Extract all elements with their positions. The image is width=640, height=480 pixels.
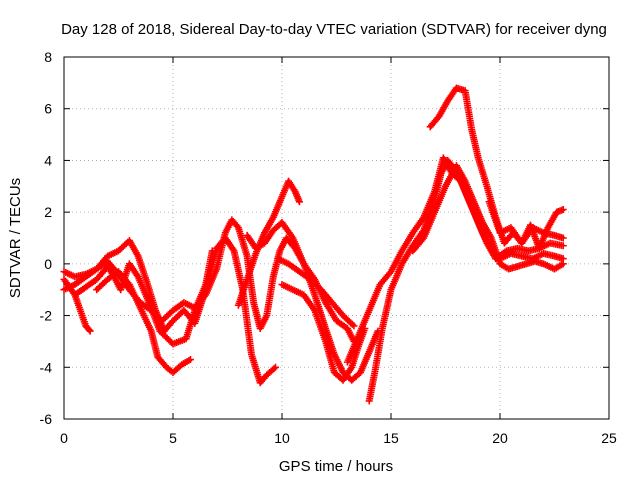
x-tick-label: 20 [492,430,508,446]
series-sat-track-9 [274,255,358,330]
series-sat-track-3 [60,275,94,335]
y-tick-label: 4 [44,152,52,168]
x-tick-label: 0 [60,430,68,446]
series-sat-track-14 [485,198,567,247]
x-axis-label: GPS time / hours [279,458,393,475]
data-point [295,198,303,206]
series-sat-track-7 [243,218,382,384]
x-tick-label: 5 [169,430,177,446]
data-point [350,322,358,330]
y-tick-label: 6 [44,101,52,117]
x-tick-label: 15 [383,430,399,446]
series-sat-track-2 [60,234,279,387]
data-point [559,206,567,214]
data-points [60,84,567,405]
chart-title: Day 128 of 2018, Sidereal Day-to-day VTE… [61,21,607,38]
series-sat-track-5 [71,247,216,348]
x-tick-label: 25 [601,430,617,446]
plot-frame [63,56,610,420]
y-tick-label: -6 [40,411,53,427]
data-point [559,260,567,268]
data-point [559,242,567,250]
data-point [559,234,567,242]
y-tick-label: 8 [44,49,52,65]
data-point [186,356,194,364]
data-point [208,247,216,255]
y-tick-label: -4 [40,359,53,375]
data-point [85,326,93,334]
y-tick-label: 2 [44,204,52,220]
axis-ticks: 0 5 10 15 20 25 -6 -4 -2 0 2 4 6 8 [40,49,617,446]
series-sat-track-13 [409,162,567,273]
data-point [270,365,278,373]
x-tick-label: 10 [274,430,290,446]
y-axis-label: SDTVAR / TECUs [7,178,24,298]
series-sat-track-11 [343,154,567,366]
data-point [271,363,279,371]
data-point [86,327,94,335]
y-tick-label: 0 [44,256,52,272]
y-tick-label: -2 [40,308,53,324]
